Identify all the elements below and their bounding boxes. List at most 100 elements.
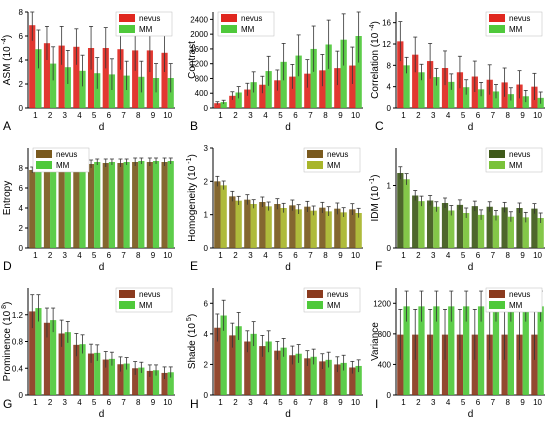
- bar-nevus: [289, 355, 296, 395]
- y-axis-label: Variance: [370, 322, 381, 361]
- y-tick-label: 2: [19, 80, 24, 89]
- panel-letter: A: [3, 119, 11, 133]
- panel-g: 0 0.4 0.8 1.2 1 2 3 4 5 6 7 8 9 10 d Prominence (10 8) n…: [1, 287, 175, 420]
- y-axis-label-exponent: -4: [369, 24, 376, 32]
- bar-mm: [64, 164, 71, 248]
- x-tick-label: 9: [520, 398, 525, 407]
- x-tick-label: 6: [476, 398, 481, 407]
- legend-label-mm: MM: [56, 161, 70, 170]
- y-tick-label: 0: [204, 391, 209, 400]
- bar-nevus: [426, 200, 434, 248]
- bar-mm: [138, 161, 145, 248]
- bar-mm: [79, 344, 86, 395]
- legend-swatch-nevus: [307, 290, 323, 298]
- bar-nevus: [87, 353, 95, 395]
- y-axis-label: Entropy: [2, 181, 13, 215]
- y-axis-label-close: ): [187, 154, 198, 157]
- bar-nevus: [456, 72, 464, 108]
- x-tick-label: 8: [136, 111, 141, 120]
- bar-nevus: [29, 170, 36, 248]
- legend-label-nevus: nevus: [241, 14, 262, 23]
- bar-nevus: [274, 350, 281, 395]
- x-tick-label: 6: [293, 251, 298, 260]
- bar-mm: [448, 81, 455, 108]
- bar-nevus: [102, 359, 109, 395]
- legend-swatch-mm: [119, 301, 135, 309]
- panel-letter: F: [375, 259, 382, 273]
- x-tick-label: 5: [92, 251, 97, 260]
- bar-nevus: [117, 163, 124, 248]
- bar-nevus: [132, 162, 139, 248]
- x-tick-label: 1: [218, 111, 223, 120]
- x-tick-label: 8: [136, 398, 141, 407]
- bar-mm: [50, 320, 57, 395]
- legend-swatch-mm: [221, 25, 237, 33]
- bar-mm: [355, 213, 362, 248]
- bar-mm: [340, 39, 347, 108]
- bar-nevus: [349, 367, 356, 395]
- y-axis-label-main: Prominence (10: [2, 310, 13, 381]
- legend-swatch-mm: [489, 301, 505, 309]
- y-tick-label: 400: [195, 89, 209, 98]
- x-tick-label: 4: [446, 398, 451, 407]
- x-tick-label: 1: [33, 251, 38, 260]
- bar-mm: [220, 102, 227, 108]
- bar-mm: [152, 370, 160, 395]
- y-tick-label: 2: [19, 224, 24, 233]
- legend-swatch-mm: [307, 161, 323, 169]
- x-tick-label: 5: [92, 111, 97, 120]
- legend-swatch-nevus: [489, 150, 505, 158]
- bar-nevus: [58, 333, 65, 395]
- bar-nevus: [161, 372, 168, 395]
- bar-nevus: [274, 204, 281, 248]
- bar-nevus: [244, 199, 251, 248]
- y-tick-label: 0: [19, 244, 24, 253]
- bar-nevus: [117, 49, 124, 108]
- x-tick-label: 1: [33, 398, 38, 407]
- y-axis-label-exponent: -1: [369, 178, 376, 186]
- bar-mm: [35, 168, 42, 248]
- x-tick-label: 9: [338, 398, 343, 407]
- panel-letter: G: [3, 397, 12, 411]
- x-tick-label: 7: [491, 251, 496, 260]
- y-tick-label: 16: [382, 19, 391, 28]
- bar-nevus: [229, 196, 236, 248]
- x-tick-label: 3: [248, 111, 253, 120]
- bar-nevus: [102, 163, 109, 248]
- bar-mm: [280, 208, 287, 248]
- bar-mm: [235, 200, 242, 248]
- bar-mm: [265, 71, 272, 108]
- legend-label-nevus: nevus: [327, 290, 348, 299]
- x-tick-label: 10: [351, 111, 360, 120]
- bar-mm: [235, 92, 242, 108]
- x-tick-label: 7: [491, 398, 496, 407]
- x-tick-label: 8: [506, 111, 511, 120]
- y-tick-label: 1200: [190, 60, 208, 69]
- y-axis-label-main: IDM (10: [370, 186, 381, 222]
- bar-nevus: [274, 80, 281, 108]
- bar-mm: [265, 341, 272, 395]
- bar-nevus: [531, 208, 538, 248]
- legend-label-nevus: nevus: [56, 150, 77, 159]
- x-tick-label: 2: [416, 251, 421, 260]
- x-tick-label: 3: [63, 251, 68, 260]
- x-tick-label: 6: [476, 251, 481, 260]
- bar-mm: [403, 179, 410, 248]
- bar-mm: [64, 332, 71, 395]
- x-tick-label: 5: [278, 398, 283, 407]
- bar-mm: [295, 209, 302, 248]
- bar-mm: [35, 308, 42, 395]
- panel-h: 0 2 4 6 1 2 3 4 5 6 7 8 9 10 d Shade (10 5) nevus MM H: [186, 287, 363, 420]
- bar-nevus: [43, 322, 51, 395]
- bar-mm: [403, 306, 410, 395]
- bar-nevus: [334, 364, 341, 395]
- bar-mm: [220, 315, 227, 395]
- bar-nevus: [132, 50, 139, 108]
- legend-swatch-mm: [489, 161, 505, 169]
- x-tick-label: 3: [431, 251, 436, 260]
- x-tick-label: 1: [401, 111, 406, 120]
- x-tick-label: 4: [446, 111, 451, 120]
- x-tick-label: 10: [351, 251, 360, 260]
